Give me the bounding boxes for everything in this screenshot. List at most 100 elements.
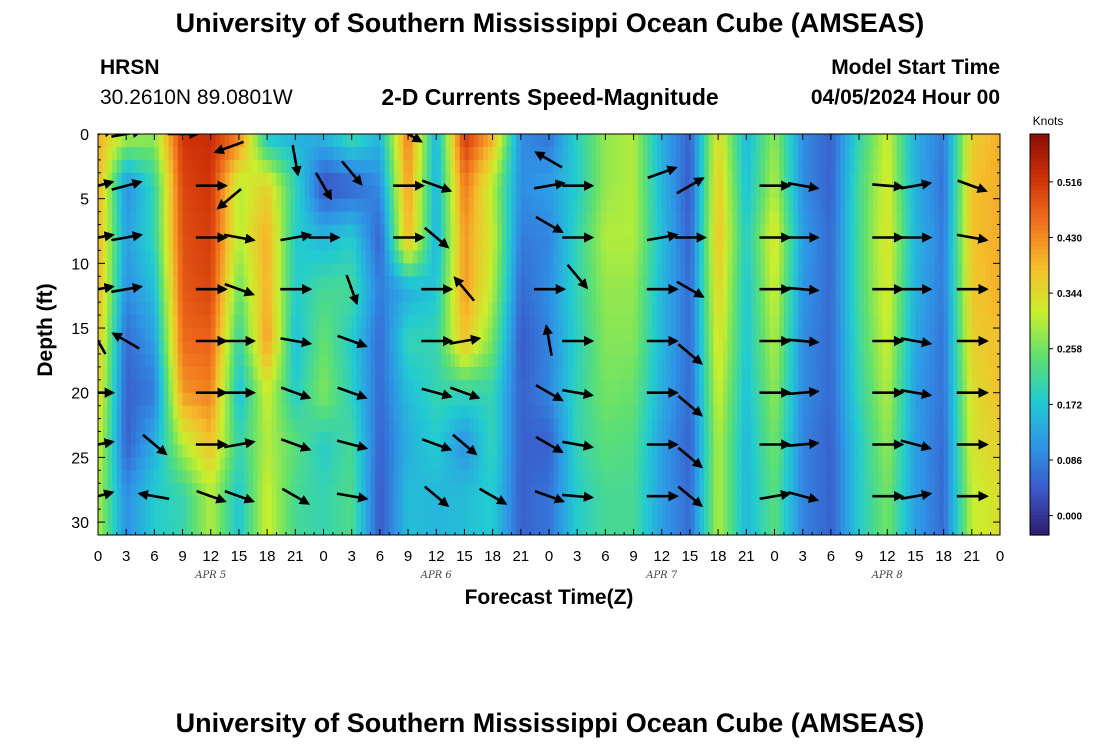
heatmap-cell (628, 366, 635, 381)
heatmap-cell (605, 509, 611, 523)
heatmap-cell (802, 444, 808, 458)
heatmap-cell (412, 418, 419, 433)
heatmap-cell (727, 172, 733, 187)
heatmap-cell (440, 522, 447, 535)
heatmap-cell (595, 263, 602, 277)
heatmap-cell (154, 509, 160, 523)
heatmap-cell (290, 250, 296, 264)
heatmap-cell (346, 353, 353, 368)
heatmap-cell (379, 405, 386, 420)
heatmap-cell (473, 366, 480, 381)
heatmap-cell (779, 418, 785, 433)
heatmap-cell (328, 431, 334, 446)
heatmap-cell (173, 444, 179, 458)
heatmap-cell (318, 353, 325, 368)
heatmap-cell (309, 353, 315, 368)
heatmap-cell (586, 302, 592, 316)
heatmap-cell (154, 211, 160, 226)
heatmap-cell (713, 366, 719, 381)
heatmap-cell (661, 198, 668, 213)
heatmap-cell (487, 444, 494, 458)
heatmap-cell (332, 470, 339, 484)
heatmap-cell (304, 366, 311, 381)
heatmap-cell (483, 509, 489, 523)
heatmap-cell (431, 418, 437, 433)
heatmap-cell (276, 224, 282, 239)
heatmap-cell (116, 263, 123, 277)
heatmap-cell (600, 276, 606, 290)
heatmap-cell (478, 250, 484, 264)
heatmap-cell (746, 302, 752, 316)
heatmap-cell (262, 263, 268, 277)
heatmap-cell (755, 392, 762, 407)
heatmap-cell (826, 159, 832, 174)
heatmap-cell (229, 237, 235, 252)
heatmap-cell (168, 496, 174, 510)
heatmap-cell (398, 172, 404, 187)
heatmap-cell (704, 146, 710, 161)
heatmap-cell (530, 263, 536, 277)
heatmap-cell (638, 418, 644, 433)
heatmap-cell (619, 470, 625, 484)
heatmap-cell (234, 509, 240, 523)
heatmap-cell (534, 185, 541, 200)
heatmap-cell (262, 250, 268, 264)
heatmap-cell (807, 159, 813, 174)
heatmap-cell (422, 198, 428, 213)
heatmap-cell (572, 315, 578, 329)
heatmap-cell (572, 185, 578, 200)
heatmap-cell (586, 379, 592, 394)
heatmap-cell (300, 366, 306, 381)
heatmap-cell (116, 302, 123, 316)
heatmap-cell (718, 302, 724, 316)
heatmap-cell (455, 328, 461, 342)
heatmap-cell (539, 159, 545, 174)
heatmap-cell (445, 172, 451, 187)
heatmap-cell (206, 353, 212, 368)
heatmap-cell (285, 483, 292, 497)
heatmap-cell (436, 250, 442, 264)
heatmap-cell (718, 289, 724, 303)
heatmap-cell (760, 302, 766, 316)
heatmap-cell (159, 457, 165, 471)
heatmap-cell (520, 276, 527, 290)
heatmap-cell (680, 418, 686, 433)
heatmap-cell (314, 457, 320, 471)
heatmap-cell (567, 392, 574, 407)
heatmap-cell (361, 185, 367, 200)
heatmap-cell (201, 172, 207, 187)
heatmap-cell (478, 509, 484, 523)
heatmap-cell (793, 509, 799, 523)
heatmap-cell (290, 134, 296, 148)
heatmap-cell (267, 444, 273, 458)
heatmap-cell (408, 340, 414, 355)
heatmap-cell (459, 237, 466, 252)
heatmap-cell (408, 496, 414, 510)
heatmap-cell (281, 366, 287, 381)
heatmap-cell (135, 198, 141, 213)
heatmap-cell (502, 134, 508, 148)
heatmap-cell (469, 134, 475, 148)
heatmap-cell (431, 496, 437, 510)
heatmap-cell (135, 405, 141, 420)
heatmap-cell (628, 340, 635, 355)
heatmap-cell (591, 302, 597, 316)
heatmap-cell (755, 276, 762, 290)
heatmap-cell (751, 379, 757, 394)
heatmap-cell (220, 172, 226, 187)
heatmap-cell (628, 405, 635, 420)
heatmap-cell (154, 496, 160, 510)
heatmap-cell (572, 483, 578, 497)
heatmap-cell (206, 405, 212, 420)
heatmap-cell (666, 302, 672, 316)
heatmap-cell (187, 159, 193, 174)
heatmap-cell (351, 134, 357, 148)
heatmap-cell (788, 509, 794, 523)
heatmap-cell (455, 470, 461, 484)
heatmap-cell (323, 366, 329, 381)
heatmap-cell (262, 340, 268, 355)
heatmap-cell (196, 198, 202, 213)
heatmap-cell (177, 431, 184, 446)
heatmap-cell (187, 379, 193, 394)
heatmap-cell (323, 431, 329, 446)
